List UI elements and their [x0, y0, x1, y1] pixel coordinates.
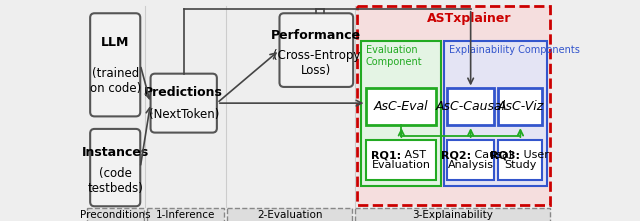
Bar: [87, 208, 144, 221]
Text: AST: AST: [401, 150, 426, 160]
Bar: [227, 208, 353, 221]
Text: Performance: Performance: [271, 29, 362, 42]
Text: 3-Explainability: 3-Explainability: [412, 210, 493, 220]
Text: Predictions: Predictions: [144, 86, 223, 99]
Bar: [444, 40, 547, 186]
Text: LLM: LLM: [101, 36, 129, 49]
Bar: [367, 88, 436, 125]
Text: User: User: [520, 150, 549, 160]
Bar: [367, 140, 436, 181]
Bar: [355, 208, 550, 221]
FancyBboxPatch shape: [90, 129, 140, 206]
Bar: [361, 40, 441, 186]
Text: 2-Evaluation: 2-Evaluation: [257, 210, 323, 220]
Text: Explainability Components: Explainability Components: [449, 45, 580, 55]
Text: RQ3:: RQ3:: [490, 150, 520, 160]
Bar: [447, 140, 494, 181]
Text: Preconditions: Preconditions: [80, 210, 151, 220]
Bar: [499, 140, 543, 181]
Bar: [357, 6, 550, 205]
Text: Study: Study: [504, 160, 536, 170]
Text: ASTxplainer: ASTxplainer: [427, 12, 511, 25]
Text: Analysis: Analysis: [447, 160, 493, 170]
FancyBboxPatch shape: [90, 13, 140, 116]
Text: (trained
on code): (trained on code): [90, 67, 141, 95]
Text: (Cross-Entropy
Loss): (Cross-Entropy Loss): [273, 49, 360, 77]
Text: 1-Inference: 1-Inference: [156, 210, 215, 220]
Text: Causal: Causal: [470, 150, 511, 160]
Text: AsC-Causal: AsC-Causal: [436, 100, 506, 113]
Text: AsC-Eval: AsC-Eval: [374, 100, 429, 113]
FancyBboxPatch shape: [150, 74, 217, 133]
Text: Evaluation
Component: Evaluation Component: [365, 45, 422, 67]
Bar: [447, 88, 494, 125]
Text: (NextToken): (NextToken): [148, 108, 219, 121]
Bar: [499, 88, 543, 125]
FancyBboxPatch shape: [280, 13, 353, 87]
Text: RQ2:: RQ2:: [440, 150, 470, 160]
Text: RQ1:: RQ1:: [371, 150, 401, 160]
Text: (code
testbeds): (code testbeds): [87, 167, 143, 195]
Text: Instances: Instances: [81, 146, 149, 159]
Bar: [147, 208, 224, 221]
Text: AsC-Viz: AsC-Viz: [497, 100, 543, 113]
Text: Evaluation: Evaluation: [372, 160, 431, 170]
